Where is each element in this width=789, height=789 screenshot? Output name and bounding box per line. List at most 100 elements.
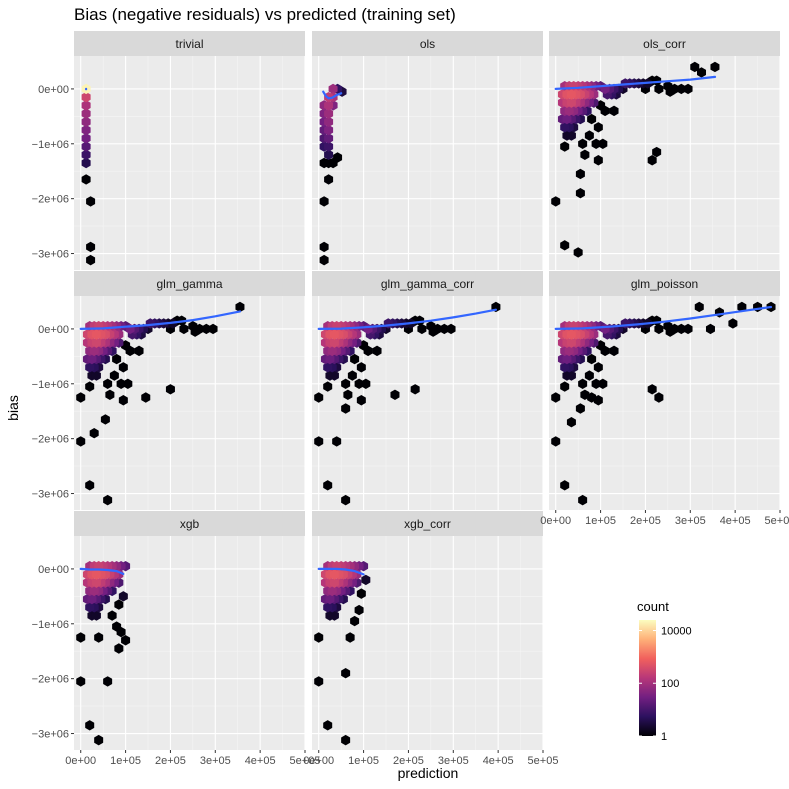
x-tick-label: 2e+05 bbox=[630, 515, 661, 527]
facet-strip bbox=[74, 271, 305, 296]
y-tick-label: −1e+06 bbox=[32, 379, 69, 391]
hexbin-cell bbox=[329, 610, 339, 621]
hexbin-cell bbox=[81, 174, 91, 185]
hexbin-cell bbox=[683, 83, 693, 95]
x-tick-label: 3e+05 bbox=[675, 515, 706, 527]
hexbin-cell bbox=[327, 585, 337, 597]
hexbin-cell bbox=[91, 329, 101, 340]
hexbin-cell bbox=[235, 301, 245, 313]
hexbin-cell bbox=[593, 155, 603, 166]
hexbin-cell bbox=[114, 643, 124, 654]
hexbin-cell bbox=[324, 124, 334, 136]
hexbin-cell bbox=[89, 585, 99, 597]
hexbin-cell bbox=[578, 138, 588, 149]
hexbin-cell bbox=[323, 362, 333, 373]
hexbin-cell bbox=[324, 133, 334, 144]
hexbin-cell bbox=[410, 384, 420, 395]
hexbin-cell bbox=[560, 480, 570, 491]
smooth-line bbox=[322, 90, 343, 100]
facet-strip bbox=[549, 31, 780, 56]
facet-strip bbox=[549, 271, 780, 296]
facet-glm_poisson: glm_poisson bbox=[549, 271, 781, 510]
hexbin-cell bbox=[584, 130, 594, 141]
facet-label: xgb_corr bbox=[404, 517, 451, 531]
facet-strip bbox=[74, 31, 305, 56]
x-tick-label: 1e+05 bbox=[110, 755, 141, 767]
hexbin-cell bbox=[356, 362, 366, 373]
facet-label: trivial bbox=[175, 37, 203, 51]
hexbin-cell bbox=[575, 403, 585, 414]
x-tick-label: 5e+05 bbox=[290, 755, 321, 767]
hexbin-cell bbox=[125, 345, 135, 357]
facet-strip bbox=[74, 511, 305, 536]
hexbin-cell bbox=[361, 378, 371, 389]
hexbin-cell bbox=[356, 588, 366, 599]
hexbin-cell bbox=[587, 353, 597, 365]
hexbin-cell bbox=[587, 392, 597, 403]
panel-background bbox=[312, 56, 543, 270]
hexbin-cell bbox=[324, 108, 334, 119]
hexbin-cell bbox=[100, 414, 110, 425]
hexbin-cell bbox=[118, 395, 128, 406]
smooth-line bbox=[554, 75, 717, 91]
hexbin-cell bbox=[593, 122, 603, 133]
hexbin-cell bbox=[91, 610, 101, 621]
panel-background bbox=[74, 56, 305, 270]
chart-title: Bias (negative residuals) vs predicted (… bbox=[74, 5, 456, 24]
hexbin-cell bbox=[81, 108, 91, 119]
x-tick-label: 2e+05 bbox=[155, 755, 186, 767]
hexbin-cell bbox=[329, 370, 339, 381]
hexbin-cell bbox=[323, 381, 333, 392]
hexbin-cell bbox=[333, 152, 343, 163]
y-tick-label: 0e+00 bbox=[38, 84, 69, 96]
legend-break-label: 1 bbox=[661, 731, 667, 743]
hexbin-cell bbox=[114, 599, 124, 610]
hexbin-cell bbox=[105, 389, 115, 400]
hexbin-cell bbox=[328, 83, 338, 95]
smooth-line bbox=[79, 310, 242, 330]
x-tick-label: 4e+05 bbox=[245, 755, 276, 767]
hexbin-cell bbox=[324, 100, 334, 111]
facet-label: xgb bbox=[180, 517, 200, 531]
hexbin-cell bbox=[343, 389, 353, 400]
hexbin-cell bbox=[103, 676, 113, 687]
hexbin-cell bbox=[314, 392, 324, 403]
hexbin-cell bbox=[324, 141, 334, 152]
hexbin-cell bbox=[694, 301, 704, 313]
x-tick-label: 3e+05 bbox=[438, 755, 469, 767]
facet-label: glm_gamma_corr bbox=[381, 277, 474, 291]
hexbin-cell bbox=[324, 149, 334, 160]
hexbin-cell bbox=[654, 83, 664, 95]
y-tick-label: −2e+06 bbox=[32, 434, 69, 446]
legend-break-label: 100 bbox=[661, 678, 679, 690]
x-tick-label: 0e+00 bbox=[540, 515, 571, 527]
legend-break-label: 10000 bbox=[661, 625, 692, 637]
smooth-line bbox=[317, 308, 497, 330]
hexbin-cell bbox=[91, 337, 101, 348]
x-tick-label: 1e+05 bbox=[348, 755, 379, 767]
facet-glm_gamma: glm_gamma bbox=[74, 271, 306, 510]
hexbin-cell bbox=[652, 146, 662, 158]
hexbin-cell bbox=[121, 635, 131, 646]
hexbin-cell bbox=[575, 187, 585, 199]
hexbin-cell bbox=[566, 97, 576, 108]
hexbin-cell bbox=[134, 345, 144, 357]
x-tick-label: 4e+05 bbox=[483, 755, 514, 767]
smooth-line bbox=[317, 567, 365, 576]
hexbin-cell bbox=[560, 122, 570, 133]
hexbin-cell bbox=[81, 157, 91, 169]
facet-label: glm_gamma bbox=[156, 277, 222, 291]
hexbin-cell bbox=[81, 116, 91, 128]
hexbin-cell bbox=[647, 384, 657, 395]
hexbin-cell bbox=[87, 593, 97, 605]
facet-label: glm_poisson bbox=[631, 277, 698, 291]
hexbin-cell bbox=[341, 734, 351, 746]
y-tick-label: 0e+00 bbox=[38, 564, 69, 576]
hexbin-cell bbox=[86, 241, 96, 253]
hexbin-cell bbox=[562, 353, 572, 365]
hexbin-cell bbox=[566, 370, 576, 381]
hexbin-cell bbox=[81, 141, 91, 152]
hexbin-cell bbox=[551, 392, 561, 403]
hexbin-cell bbox=[94, 632, 104, 643]
